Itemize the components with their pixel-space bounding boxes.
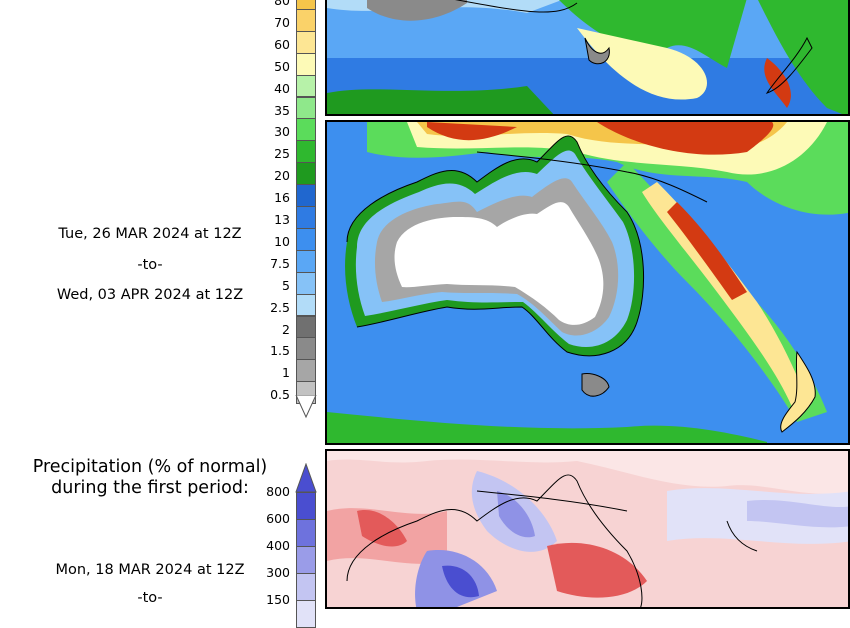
map-panel-percent-of-normal [325, 449, 850, 609]
map-panel-week2-precip [325, 120, 850, 445]
week2-separator: -to- [137, 257, 163, 273]
precip-colorbar-label: 16 [274, 190, 290, 206]
percent-colorbar-label: 400 [266, 538, 290, 553]
precip-colorbar-label: 40 [274, 80, 290, 96]
precip-colorbar-segment [296, 96, 316, 120]
precip-colorbar-label: 2.5 [270, 299, 290, 315]
precip-colorbar-segment [296, 30, 316, 54]
percent-map [327, 451, 848, 607]
percent-colorbar [295, 463, 317, 628]
precip-colorbar-label: 30 [274, 124, 290, 140]
precip-colorbar-label: 7.5 [270, 255, 290, 271]
percent-colorbar-label: 600 [266, 511, 290, 526]
precip-colorbar-label: 70 [274, 14, 290, 30]
precip-colorbar-segment [296, 315, 316, 339]
precip-colorbar [295, 0, 317, 420]
precip-colorbar-label: 2 [282, 321, 290, 337]
precip-colorbar-label: 20 [274, 168, 290, 184]
colorbar-max-arrow [295, 463, 317, 493]
percent-colorbar-segment [296, 519, 316, 547]
precip-colorbar-segment [296, 118, 316, 142]
precip-colorbar-segment [296, 359, 316, 383]
precip-colorbar-segment [296, 8, 316, 32]
precip-colorbar-label: 50 [274, 58, 290, 74]
precip-map-week1 [327, 0, 848, 114]
colorbar-min-arrow [295, 395, 317, 419]
precip-map-week2 [327, 122, 848, 443]
precip-colorbar-label: 35 [274, 102, 290, 118]
precip-colorbar-label: 13 [274, 212, 290, 227]
map-panel-week1-precip [325, 0, 850, 116]
precip-colorbar-segment [296, 162, 316, 186]
week2-end-date: Wed, 03 APR 2024 at 12Z [56, 287, 244, 303]
precip-colorbar-segment [296, 52, 316, 76]
precip-colorbar-segment [296, 140, 316, 164]
percent-colorbar-label: 300 [266, 565, 290, 580]
percent-title-line2: during the first period: [51, 478, 249, 498]
precip-colorbar-label: 1 [282, 365, 290, 381]
precip-colorbar-segment [296, 74, 316, 98]
percent-colorbar-segment [296, 492, 316, 520]
precip-colorbar-label: 60 [274, 36, 290, 52]
first-period-start-date: Mon, 18 MAR 2024 at 12Z [55, 562, 245, 578]
precip-colorbar-segment [296, 184, 316, 207]
precip-colorbar-label: 5 [282, 277, 290, 293]
precip-colorbar-label: 1.5 [270, 343, 290, 359]
percent-colorbar-label: 800 [266, 484, 290, 499]
first-period-separator: -to- [137, 590, 163, 606]
precip-colorbar-label: 0.5 [270, 387, 290, 403]
precip-colorbar-segment [296, 337, 316, 361]
percent-title-line1: Precipitation (% of normal) [32, 457, 268, 477]
precip-colorbar-label: 80 [274, 0, 290, 8]
week2-start-date: Tue, 26 MAR 2024 at 12Z [58, 226, 242, 242]
precip-colorbar-label: 25 [274, 146, 290, 162]
percent-legend-title: Precipitation (% of normal) during the f… [0, 457, 300, 499]
precip-colorbar-label: 10 [274, 233, 290, 249]
